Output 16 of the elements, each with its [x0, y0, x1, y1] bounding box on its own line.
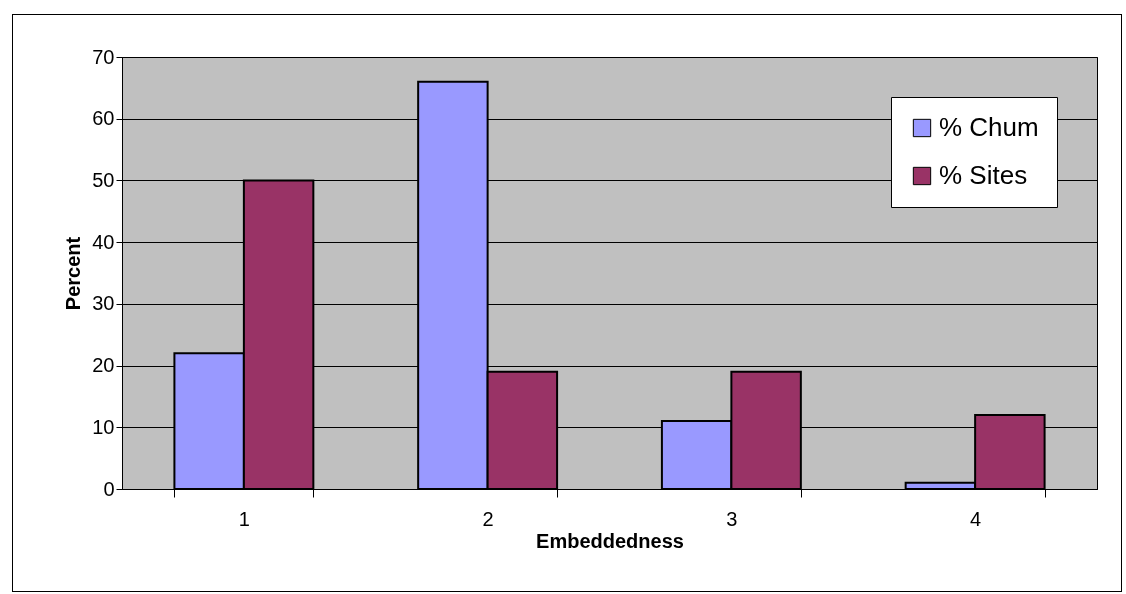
- y-tick-label: 60: [92, 107, 115, 130]
- y-tick-label: 50: [92, 168, 115, 191]
- y-tick-label: 70: [92, 45, 115, 68]
- y-tick-label: 30: [92, 292, 115, 315]
- x-tick-label: 3: [726, 507, 738, 530]
- x-axis-title: Embeddedness: [536, 529, 684, 552]
- y-tick-label: 10: [92, 415, 115, 438]
- y-tick-label: 20: [92, 354, 115, 377]
- y-tick-label: 40: [92, 230, 115, 253]
- x-tick-label: 4: [970, 507, 982, 530]
- x-tick-label: 1: [238, 507, 250, 530]
- legend-label: % Sites: [939, 160, 1028, 190]
- y-axis-title: Percent: [62, 236, 85, 311]
- x-tick-label: 2: [482, 507, 494, 530]
- legend-label: % Chum: [939, 112, 1039, 142]
- y-tick-label: 0: [103, 477, 115, 500]
